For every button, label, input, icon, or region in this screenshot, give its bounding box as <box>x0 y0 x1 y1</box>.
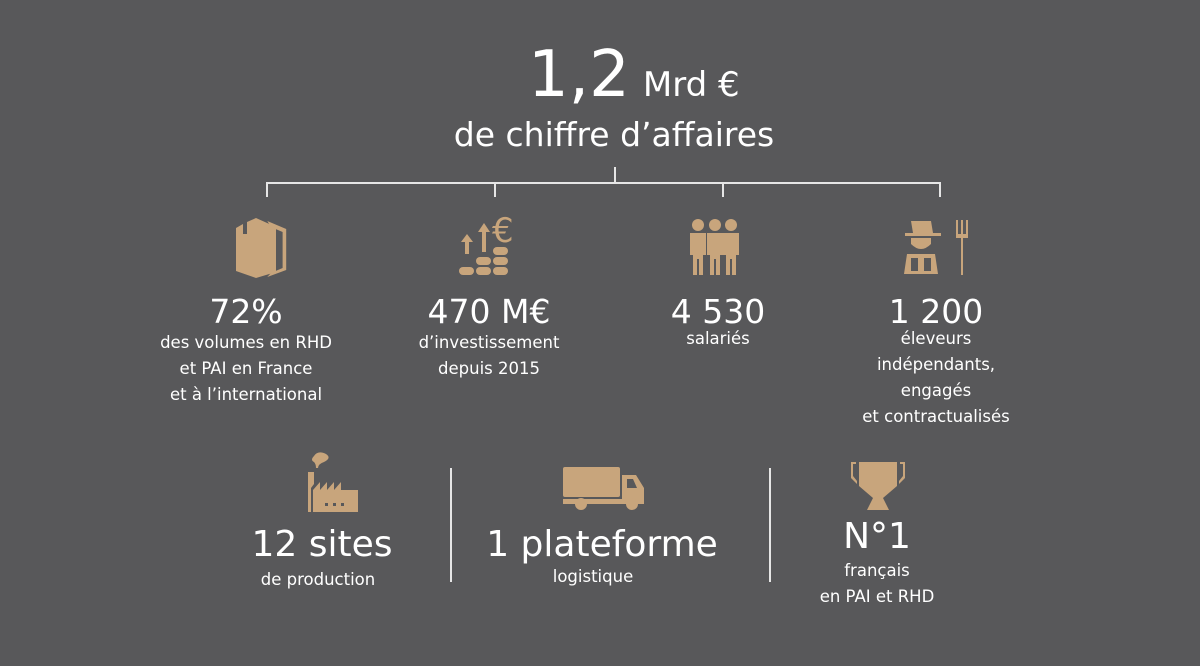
stat-description: français en PAI et RHD <box>820 558 935 610</box>
farmer-pitchfork-icon <box>904 220 968 275</box>
stat-line: salariés <box>686 329 750 348</box>
stat-description: des volumes en RHD et PAI en France et à… <box>160 330 332 408</box>
stat-description: salariés <box>686 326 750 352</box>
divider <box>769 468 771 582</box>
stat-line: et contractualisés <box>862 407 1010 426</box>
divider <box>450 468 452 582</box>
people-icon <box>690 219 739 275</box>
svg-text:€: € <box>492 211 514 251</box>
stat-description: éleveurs indépendants, engagés et contra… <box>862 326 1009 430</box>
stat-line: en PAI et RHD <box>819 587 935 606</box>
factory-icon <box>308 452 358 512</box>
stat-value: N°1 <box>843 516 911 557</box>
box-icon <box>236 218 287 278</box>
headline-caption: de chiffre d’affaires <box>453 115 775 154</box>
stat-line: depuis 2015 <box>438 359 540 378</box>
stat-description: de production <box>260 570 376 589</box>
stat-value: 1 200 <box>888 292 984 331</box>
stat-line: d’investissement <box>418 333 560 352</box>
stat-line: et PAI en France <box>179 359 313 378</box>
trophy-icon <box>851 462 905 510</box>
stat-line: français <box>844 561 910 580</box>
headline-unit: Mrd € <box>642 65 740 105</box>
stat-line: éleveurs <box>900 329 972 348</box>
coins-euro-growth-icon: € <box>459 211 514 275</box>
stat-description: logistique <box>552 567 634 586</box>
stat-value: 12 sites <box>251 524 393 565</box>
stat-description: d’investissement depuis 2015 <box>419 330 560 382</box>
stat-line: et à l’international <box>169 385 323 404</box>
stat-value: 470 M€ <box>427 292 551 331</box>
headline: 1,2 Mrd € <box>528 38 740 112</box>
stat-value: 72% <box>209 292 283 331</box>
truck-icon <box>563 467 644 510</box>
stat-value: 4 530 <box>670 292 766 331</box>
stat-line: engagés <box>900 381 972 400</box>
stat-value: 1 plateforme <box>486 524 718 565</box>
stat-line: indépendants, <box>876 355 996 374</box>
stat-line: des volumes en RHD <box>160 333 332 352</box>
headline-value: 1,2 <box>528 38 630 112</box>
